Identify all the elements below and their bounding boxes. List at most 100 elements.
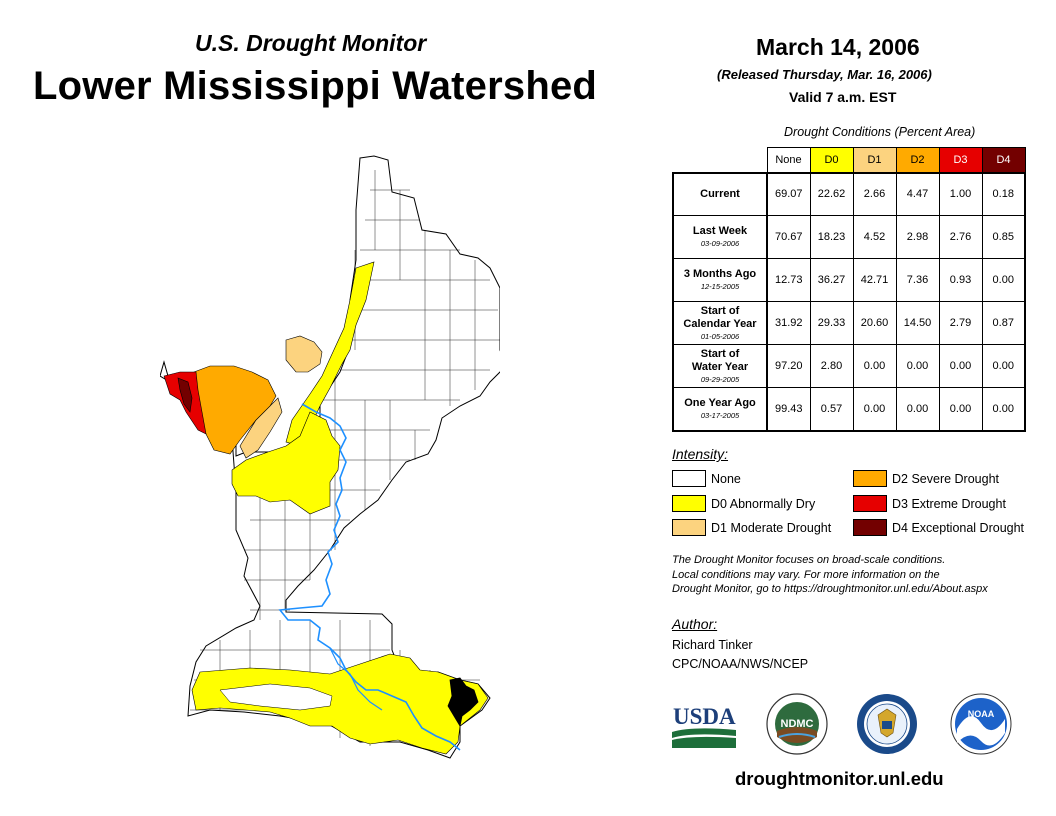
table-cell: 0.85 <box>981 215 1026 259</box>
table-row: Start of Water Year 09-29-2005 97.20 2.80 … <box>672 344 1026 388</box>
table-cell: 0.00 <box>895 344 940 388</box>
row-label: One Year Ago 03-17-2005 <box>672 387 768 431</box>
atchafalaya-river <box>329 647 383 711</box>
d0-gap-area <box>219 683 333 711</box>
table-cell: 4.52 <box>852 215 897 259</box>
row-date: 03-17-2005 <box>700 410 740 420</box>
legend-swatch-d3 <box>853 495 887 512</box>
row-label: Last Week 03-09-2006 <box>672 215 768 259</box>
legend-item-d2: D2 Severe Drought <box>853 470 999 487</box>
table-cell: 2.76 <box>938 215 983 259</box>
table-cell: 18.23 <box>809 215 854 259</box>
usda-logo: USDA <box>672 702 736 748</box>
legend-item-d0: D0 Abnormally Dry <box>672 495 815 512</box>
table-cell: 1.00 <box>938 172 983 216</box>
table-row: Start of Calendar Year 01-05-2006 31.92 29… <box>672 301 1026 345</box>
legend-title: Intensity: <box>672 446 729 462</box>
legend-label: D1 Moderate Drought <box>711 520 832 535</box>
table-row: One Year Ago 03-17-2005 99.43 0.57 0.00 0… <box>672 387 1026 431</box>
table-cell: 0.00 <box>938 344 983 388</box>
disclaimer-note: The Drought Monitor focuses on broad-sca… <box>672 553 1042 597</box>
map-subtitle: U.S. Drought Monitor <box>195 30 427 56</box>
row-date: 01-05-2006 <box>700 331 740 341</box>
table-cell: 22.62 <box>809 172 854 216</box>
legend-label: D3 Extreme Drought <box>892 496 1006 511</box>
table-cell: 2.79 <box>938 301 983 345</box>
note-line: Local conditions may vary. For more info… <box>672 568 940 581</box>
row-date: 12-15-2005 <box>700 282 740 291</box>
column-header-d1: D1 <box>852 147 897 173</box>
table-cell: 0.00 <box>895 387 940 431</box>
table-cell: 36.27 <box>809 258 854 302</box>
ndmc-logo: NDMC <box>764 693 830 755</box>
legend-label: D0 Abnormally Dry <box>711 496 816 511</box>
usda-logo-text: USDA <box>673 704 736 729</box>
doc-seal-logo <box>854 693 920 755</box>
author-org: CPC/NOAA/NWS/NCEP <box>672 657 809 671</box>
author-name: Richard Tinker <box>672 638 753 652</box>
legend-swatch-none <box>672 470 706 487</box>
table-cell: 2.98 <box>895 215 940 259</box>
table-row: Current 69.07 22.62 2.66 4.47 1.00 0.18 <box>672 172 1026 216</box>
website-url[interactable]: droughtmonitor.unl.edu <box>735 768 944 789</box>
table-cell: 99.43 <box>766 387 811 431</box>
d1-moderate-drought-north-area <box>285 335 323 373</box>
legend-swatch-d4 <box>853 519 887 536</box>
legend-item-none: None <box>672 470 741 487</box>
table-cell: 29.33 <box>809 301 854 345</box>
legend-swatch-d1 <box>672 519 706 536</box>
column-header-d2: D2 <box>895 147 940 173</box>
table-cell: 0.00 <box>852 387 897 431</box>
coastal-marsh <box>447 677 479 728</box>
mississippi-river <box>278 403 461 751</box>
legend-swatch-d2 <box>853 470 887 487</box>
row-label: 3 Months Ago 12-15-2005 <box>672 258 768 302</box>
watershed-map <box>160 155 500 759</box>
note-line: The Drought Monitor focuses on broad-sca… <box>672 554 946 566</box>
legend-item-d4: D4 Exceptional Drought <box>853 519 1024 536</box>
report-date: March 14, 2006 <box>756 34 920 60</box>
table-cell: 0.57 <box>809 387 854 431</box>
d4-exceptional-drought-area <box>177 377 193 413</box>
table-cell: 31.92 <box>766 301 811 345</box>
table-cell: 2.66 <box>852 172 897 216</box>
valid-time: Valid 7 a.m. EST <box>789 89 897 105</box>
row-label: Current <box>672 172 768 216</box>
table-cell: 0.00 <box>981 387 1026 431</box>
column-header-d3: D3 <box>938 147 983 173</box>
table-row: Last Week 03-09-2006 70.67 18.23 4.52 2.9… <box>672 215 1026 259</box>
column-header-none: None <box>766 147 811 173</box>
row-label: Start of Water Year 09-29-2005 <box>672 344 768 388</box>
table-cell: 97.20 <box>766 344 811 388</box>
legend-item-d3: D3 Extreme Drought <box>853 495 1006 512</box>
noaa-logo-text: NOAA <box>968 709 995 719</box>
legend-swatch-d0 <box>672 495 706 512</box>
table-cell: 0.00 <box>852 344 897 388</box>
table-cell: 0.18 <box>981 172 1026 216</box>
table-cell: 0.00 <box>981 258 1026 302</box>
row-date: 03-09-2006 <box>700 239 740 248</box>
legend-item-d1: D1 Moderate Drought <box>672 519 831 536</box>
ndmc-logo-text: NDMC <box>781 718 814 730</box>
drought-conditions-table: None D0 D1 D2 D3 D4 Current 69.07 22.62 … <box>672 147 1026 432</box>
table-cell: 0.00 <box>981 344 1026 388</box>
legend-label: None <box>711 471 741 486</box>
table-cell: 0.87 <box>981 301 1026 345</box>
table-row: 3 Months Ago 12-15-2005 12.73 36.27 42.71… <box>672 258 1026 302</box>
row-label: Start of Calendar Year 01-05-2006 <box>672 301 768 345</box>
header-blank-cell <box>673 147 768 174</box>
map-title: Lower Mississippi Watershed <box>33 64 598 108</box>
table-cell: 0.93 <box>938 258 983 302</box>
table-cell: 7.36 <box>895 258 940 302</box>
table-cell: 14.50 <box>895 301 940 345</box>
legend-label: D4 Exceptional Drought <box>892 520 1025 535</box>
table-cell: 20.60 <box>852 301 897 345</box>
noaa-logo: NOAA <box>950 693 1012 755</box>
table-cell: 70.67 <box>766 215 811 259</box>
note-line: Drought Monitor, go to https://droughtmo… <box>672 583 988 595</box>
row-date: 09-29-2005 <box>700 374 740 384</box>
d1-moderate-drought-west-area <box>239 397 283 459</box>
table-header-row: None D0 D1 D2 D3 D4 <box>673 147 1026 174</box>
release-date: (Released Thursday, Mar. 16, 2006) <box>717 67 932 82</box>
table-cell: 0.00 <box>938 387 983 431</box>
